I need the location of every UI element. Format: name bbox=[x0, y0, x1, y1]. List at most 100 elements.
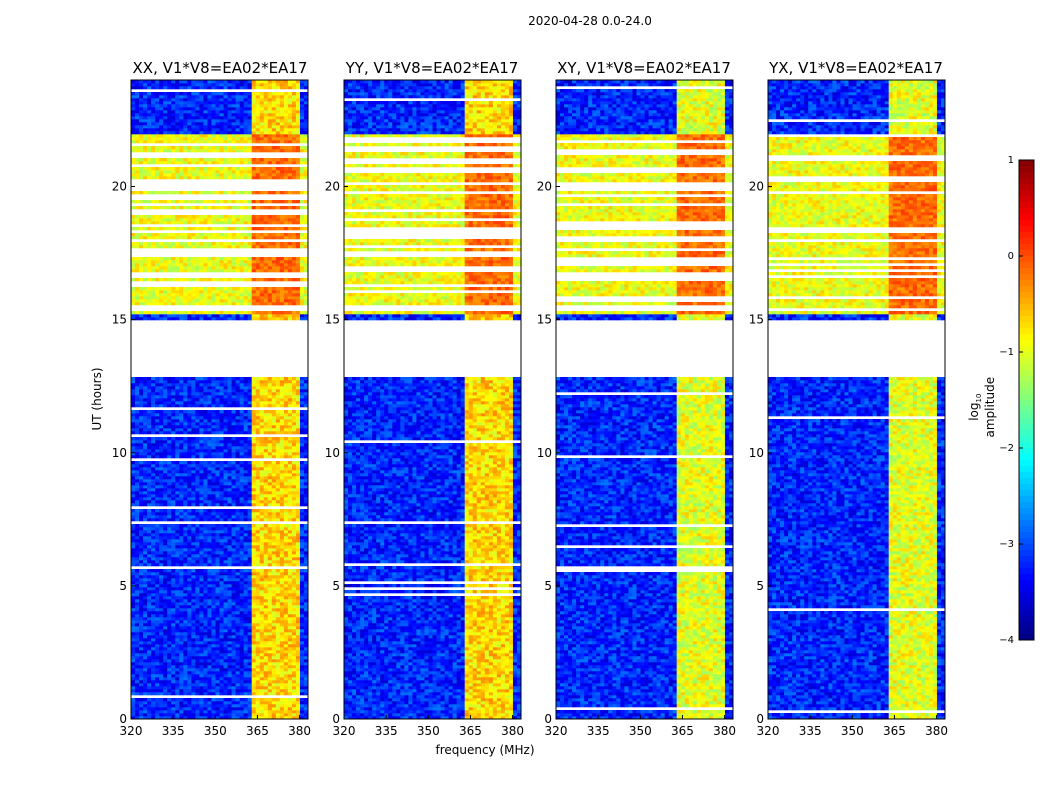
heatmap-cell bbox=[203, 590, 208, 593]
heatmap-cell bbox=[284, 668, 289, 671]
heatmap-cell bbox=[240, 542, 245, 545]
heatmap-cell bbox=[292, 641, 297, 644]
heatmap-cell bbox=[151, 485, 156, 488]
heatmap-cell bbox=[252, 431, 257, 434]
heatmap-cell bbox=[296, 707, 301, 710]
heatmap-cell bbox=[163, 527, 168, 530]
heatmap-cell bbox=[248, 602, 253, 605]
heatmap-cell bbox=[195, 452, 200, 455]
heatmap-cell bbox=[252, 488, 257, 491]
heatmap-cell bbox=[187, 500, 192, 503]
heatmap-cell bbox=[252, 437, 257, 440]
heatmap-cell bbox=[155, 389, 160, 392]
heatmap-cell bbox=[159, 554, 164, 557]
heatmap-cell bbox=[203, 704, 208, 707]
heatmap-cell bbox=[292, 413, 297, 416]
heatmap-cell bbox=[203, 665, 208, 668]
heatmap-cell bbox=[167, 395, 172, 398]
heatmap-cell bbox=[151, 518, 156, 521]
heatmap-cell bbox=[232, 629, 237, 632]
heatmap-cell bbox=[131, 488, 136, 491]
heatmap-cell bbox=[296, 377, 301, 380]
heatmap-cell bbox=[248, 554, 253, 557]
heatmap-cell bbox=[272, 710, 277, 713]
heatmap-cell bbox=[284, 494, 289, 497]
heatmap-cell bbox=[203, 647, 208, 650]
heatmap-cell bbox=[284, 689, 289, 692]
heatmap-cell bbox=[284, 698, 289, 701]
heatmap-cell bbox=[268, 668, 273, 671]
heatmap-cell bbox=[151, 710, 156, 713]
heatmap-cell bbox=[300, 512, 305, 515]
heatmap-cell bbox=[276, 473, 281, 476]
heatmap-cell bbox=[183, 488, 188, 491]
heatmap-cell bbox=[296, 542, 301, 545]
heatmap-cell bbox=[252, 467, 257, 470]
heatmap-cell bbox=[228, 443, 233, 446]
heatmap-cell bbox=[143, 467, 148, 470]
heatmap-cell bbox=[175, 533, 180, 536]
heatmap-cell bbox=[131, 602, 136, 605]
heatmap-cell bbox=[248, 548, 253, 551]
heatmap-cell bbox=[248, 611, 253, 614]
heatmap-cell bbox=[183, 380, 188, 383]
heatmap-cell bbox=[256, 401, 261, 404]
heatmap-cell bbox=[272, 554, 277, 557]
heatmap-cell bbox=[232, 491, 237, 494]
heatmap-cell bbox=[228, 479, 233, 482]
heatmap-cell bbox=[155, 713, 160, 716]
heatmap-cell bbox=[131, 398, 136, 401]
heatmap-cell bbox=[195, 503, 200, 506]
heatmap-cell bbox=[211, 689, 216, 692]
heatmap-cell bbox=[175, 539, 180, 542]
heatmap-cell bbox=[260, 644, 265, 647]
heatmap-cell bbox=[135, 476, 140, 479]
heatmap-cell bbox=[288, 479, 293, 482]
heatmap-cell bbox=[191, 602, 196, 605]
heatmap-cell bbox=[175, 446, 180, 449]
heatmap-cell bbox=[236, 629, 241, 632]
heatmap-cell bbox=[288, 707, 293, 710]
heatmap-cell bbox=[268, 548, 273, 551]
heatmap-cell bbox=[195, 713, 200, 716]
heatmap-cell bbox=[252, 389, 257, 392]
heatmap-cell bbox=[195, 572, 200, 575]
heatmap-cell bbox=[167, 485, 172, 488]
heatmap-cell bbox=[248, 620, 253, 623]
heatmap-cell bbox=[240, 623, 245, 626]
heatmap-cell bbox=[151, 464, 156, 467]
heatmap-cell bbox=[260, 437, 265, 440]
heatmap-cell bbox=[171, 431, 176, 434]
heatmap-cell bbox=[151, 536, 156, 539]
heatmap-cell bbox=[147, 674, 152, 677]
heatmap-cell bbox=[228, 611, 233, 614]
heatmap-cell bbox=[220, 578, 225, 581]
heatmap-cell bbox=[236, 395, 241, 398]
heatmap-cell bbox=[260, 425, 265, 428]
heatmap-cell bbox=[143, 317, 148, 320]
heatmap-cell bbox=[268, 659, 273, 662]
heatmap-cell bbox=[256, 707, 261, 710]
heatmap-cell bbox=[236, 533, 241, 536]
heatmap-cell bbox=[155, 296, 160, 299]
heatmap-cell bbox=[268, 629, 273, 632]
heatmap-cell bbox=[220, 467, 225, 470]
heatmap-cell bbox=[187, 410, 192, 413]
heatmap-cell bbox=[147, 563, 152, 566]
heatmap-cell bbox=[236, 440, 241, 443]
heatmap-cell bbox=[167, 596, 172, 599]
heatmap-cell bbox=[139, 557, 144, 560]
heatmap-cell bbox=[300, 701, 305, 704]
heatmap-cell bbox=[191, 569, 196, 572]
heatmap-cell bbox=[284, 527, 289, 530]
heatmap-cell bbox=[224, 692, 229, 695]
heatmap-cell bbox=[203, 467, 208, 470]
heatmap-cell bbox=[163, 557, 168, 560]
heatmap-cell bbox=[135, 440, 140, 443]
heatmap-cell bbox=[139, 503, 144, 506]
heatmap-cell bbox=[296, 311, 301, 314]
heatmap-cell bbox=[300, 563, 305, 566]
heatmap-cell bbox=[220, 314, 225, 317]
heatmap-cell bbox=[151, 602, 156, 605]
heatmap-cell bbox=[139, 401, 144, 404]
